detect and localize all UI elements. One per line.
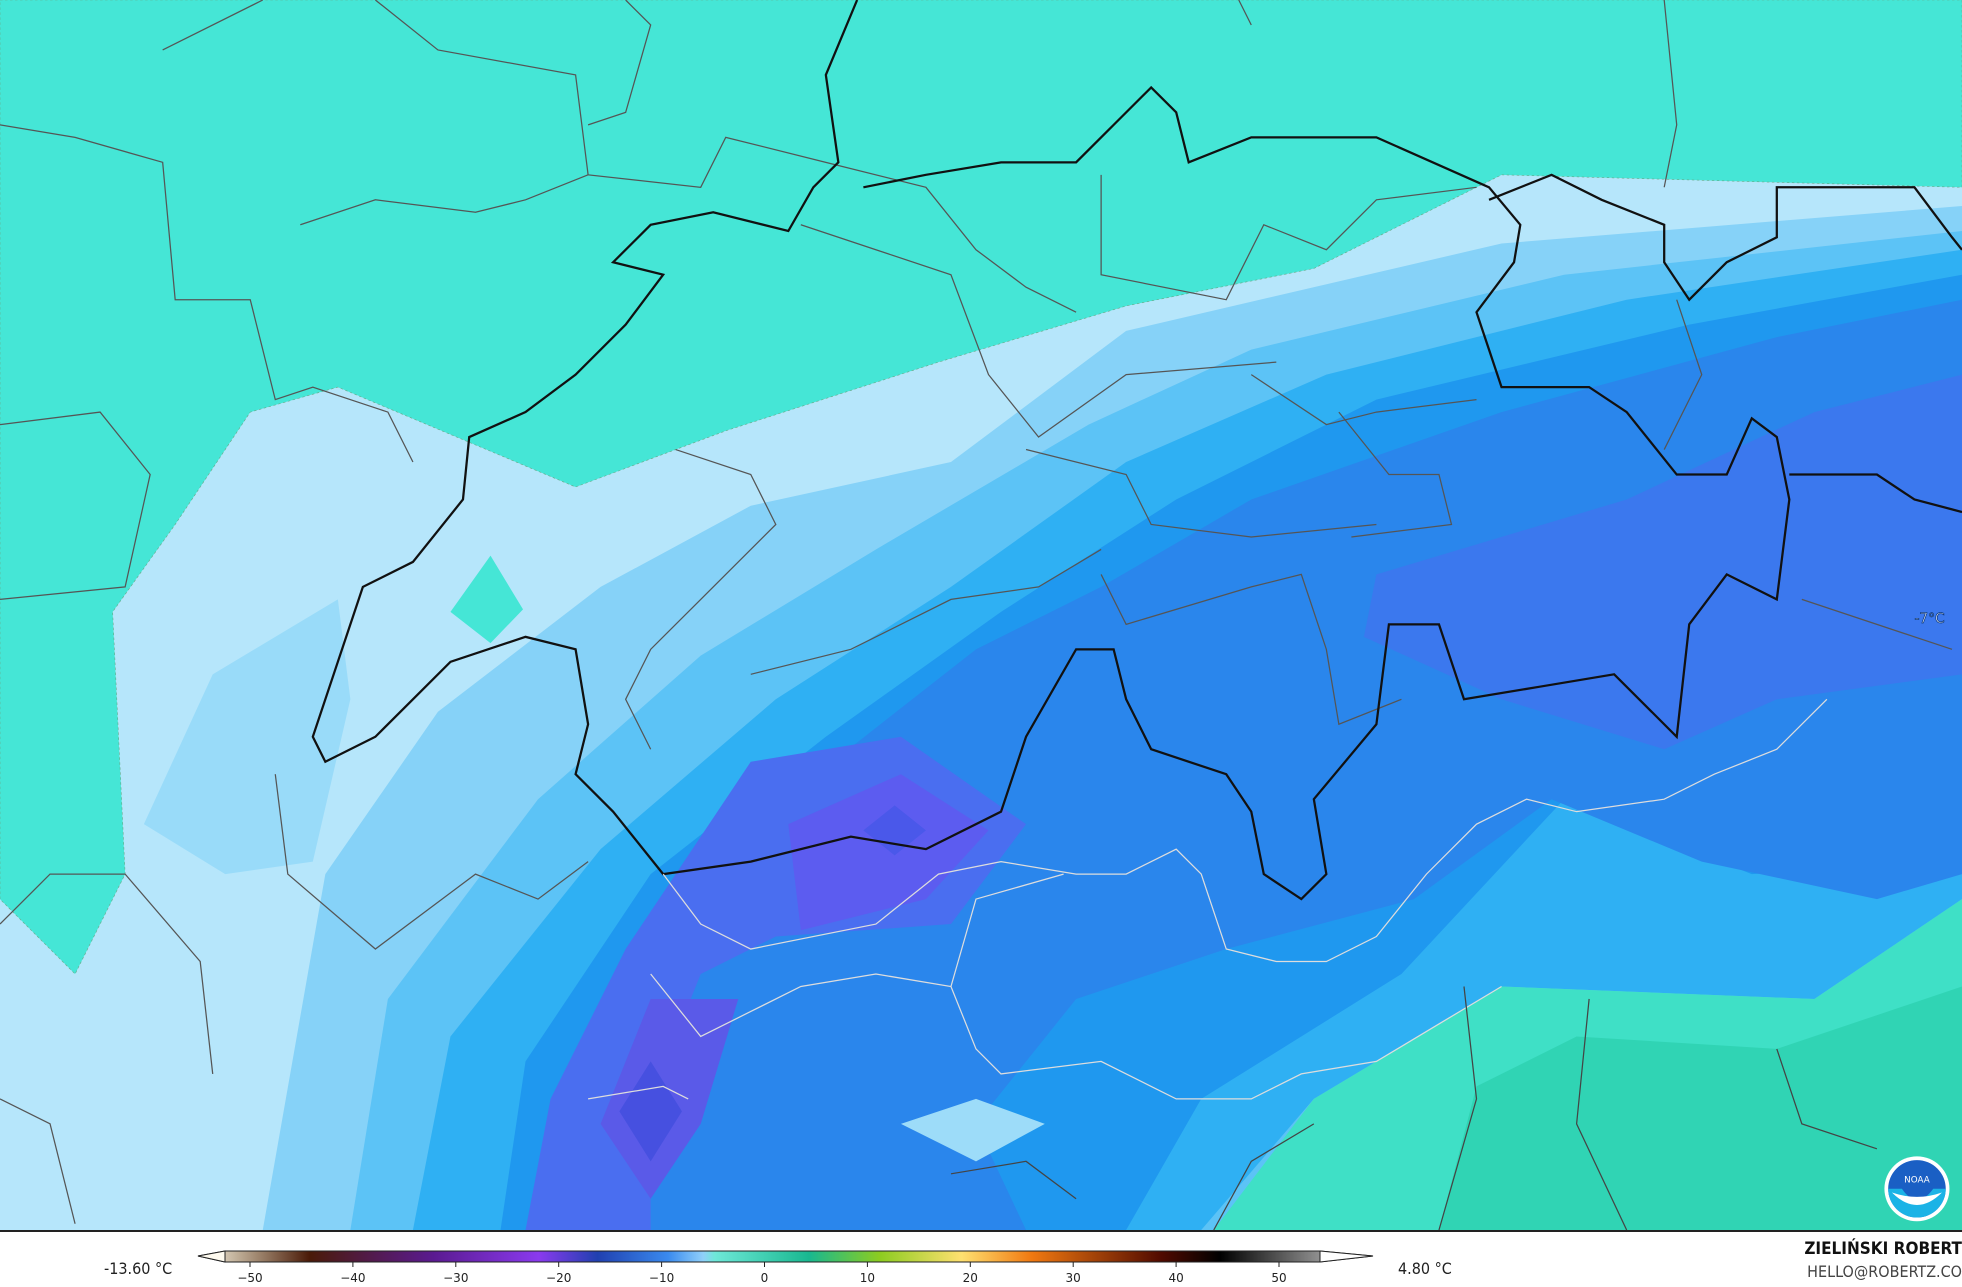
colorbar-tick-label: 30 xyxy=(1066,1271,1081,1285)
country-borders xyxy=(311,0,1962,901)
band-teal-north xyxy=(0,0,1962,975)
region-borders-south xyxy=(587,698,1828,1100)
temperature-map: -7°C NOAA xyxy=(0,0,1962,1232)
min-value-label: -13.60 °C xyxy=(104,1259,173,1278)
author-email: HELLO@ROBERTZ.CO xyxy=(1807,1262,1962,1281)
colorbar-tick-label: 40 xyxy=(1168,1271,1183,1285)
band-violet xyxy=(788,774,989,931)
band-teal-small xyxy=(450,555,524,644)
noaa-logo: NOAA xyxy=(1884,1156,1950,1222)
colorbar-tick-label: 50 xyxy=(1271,1271,1286,1285)
colorbar-tick-label: −40 xyxy=(340,1271,365,1285)
colorbar-body xyxy=(197,1250,1374,1263)
colorbar-tick-label: −30 xyxy=(443,1271,468,1285)
region-borders-south-dark xyxy=(950,986,1878,1230)
noaa-logo-text: NOAA xyxy=(1904,1176,1930,1186)
colorbar-max-extend xyxy=(1319,1250,1374,1263)
band-sky-west xyxy=(143,599,351,875)
colorbar-min-extend xyxy=(197,1250,226,1263)
author-credit: ZIELIŃSKI ROBERT xyxy=(1804,1239,1962,1259)
region-borders xyxy=(0,0,1953,1224)
colorbar-tick-label: −10 xyxy=(649,1271,674,1285)
colorbar-tick-label: 10 xyxy=(860,1271,875,1285)
band-sky-pocket xyxy=(900,1098,1045,1162)
colorbar-tick-label: −50 xyxy=(237,1271,262,1285)
band-core-2 xyxy=(863,805,926,856)
colorbar-tick-label: 20 xyxy=(963,1271,978,1285)
band-teal-south-2 xyxy=(1438,986,1962,1230)
contour-label: -7°C xyxy=(1914,611,1944,627)
max-value-label: 4.80 °C xyxy=(1398,1259,1452,1278)
colorbar: −50 −40 −30 −20 −10 0 10 20 30 40 50 xyxy=(197,1250,1374,1285)
colorbar-tick-label: −20 xyxy=(546,1271,571,1285)
band-indigo-east xyxy=(1363,374,1962,750)
colorbar-tick-label: 0 xyxy=(761,1271,769,1285)
